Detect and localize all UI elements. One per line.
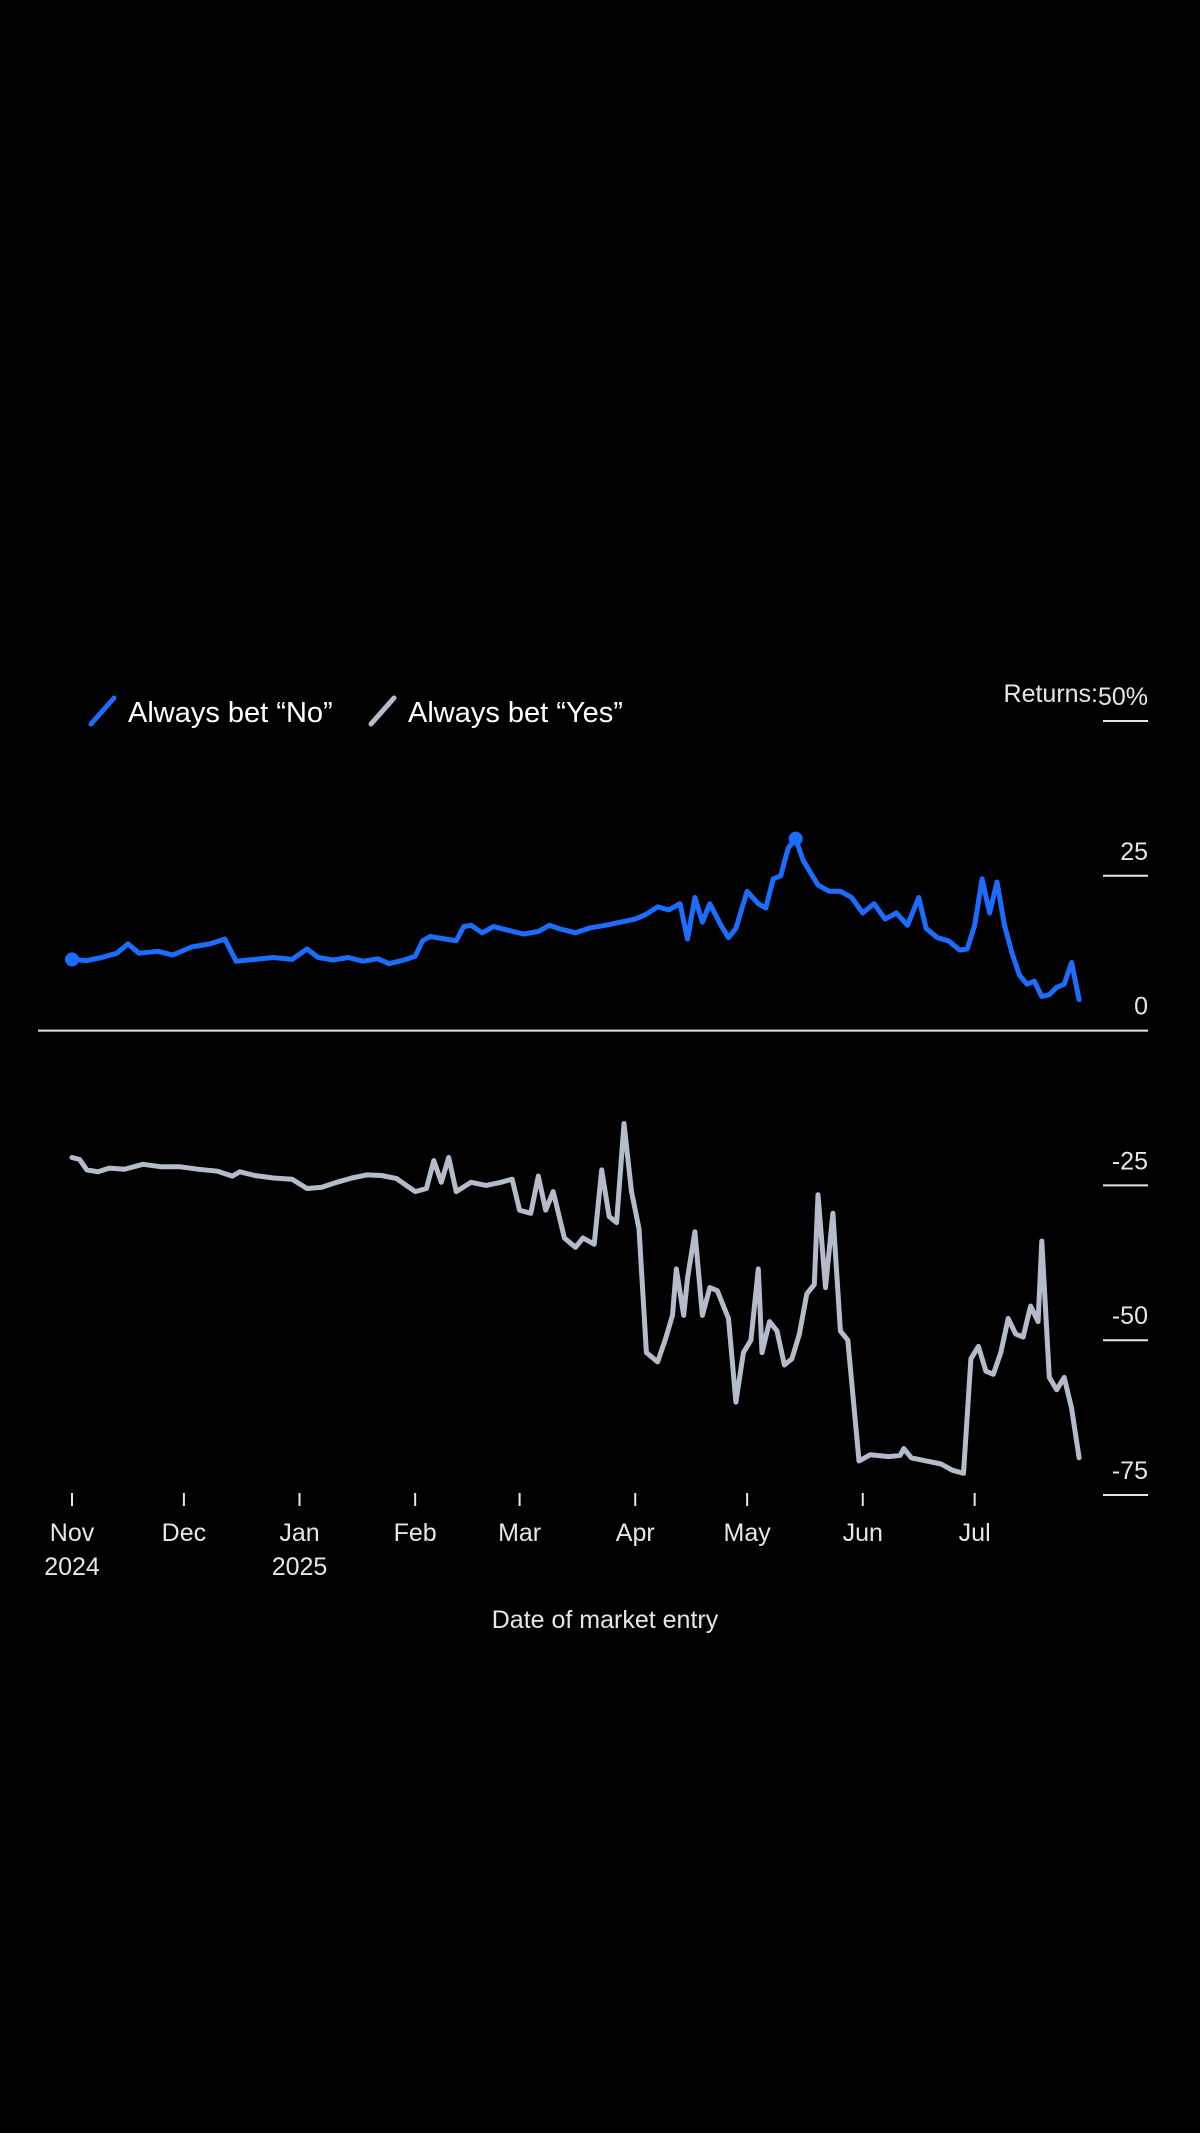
series-marker	[65, 952, 79, 967]
x-tick-label: Jun	[843, 1519, 883, 1547]
x-tick-label: Dec	[162, 1519, 206, 1547]
legend: Always bet “No” Always bet “Yes”	[88, 695, 623, 729]
x-tick-label: Mar	[498, 1519, 541, 1547]
x-tick-label: May	[724, 1519, 772, 1547]
x-axis-title: Date of market entry	[492, 1606, 719, 1634]
x-tick-label: Jul	[959, 1519, 991, 1547]
x-tick-sublabel: 2025	[272, 1553, 328, 1581]
y-tick-label: 25	[1120, 838, 1148, 866]
series-layer	[65, 831, 1082, 1476]
y-tick-label: -75	[1112, 1457, 1148, 1485]
y-tick-label: 50%	[1098, 683, 1148, 711]
x-tick-sublabel: 2024	[44, 1553, 100, 1581]
series-line-yes	[69, 1121, 1082, 1476]
legend-label-no: Always bet “No”	[128, 697, 333, 729]
y-axis: 50% 25 0 -25 -50 -75	[1098, 683, 1148, 1496]
y-tick-label: -25	[1112, 1147, 1148, 1175]
x-axis: Nov 2024 Dec Jan 2025 Feb Mar Apr May Jun Jul	[44, 1493, 991, 1581]
legend-swatch-yes	[368, 695, 397, 727]
x-tick-label: Apr	[616, 1519, 655, 1547]
y-tick-label: -50	[1112, 1302, 1148, 1330]
legend-label-yes: Always bet “Yes”	[408, 697, 623, 729]
y-axis-prefix-label: Returns:	[1004, 680, 1098, 708]
series-line-no	[69, 836, 1082, 1003]
x-tick-label: Jan	[279, 1519, 319, 1547]
legend-swatch-no	[88, 695, 117, 727]
series-marker	[788, 831, 803, 846]
y-tick-label: 0	[1134, 993, 1148, 1021]
x-tick-label: Feb	[394, 1519, 437, 1547]
x-tick-label: Nov	[50, 1519, 95, 1547]
